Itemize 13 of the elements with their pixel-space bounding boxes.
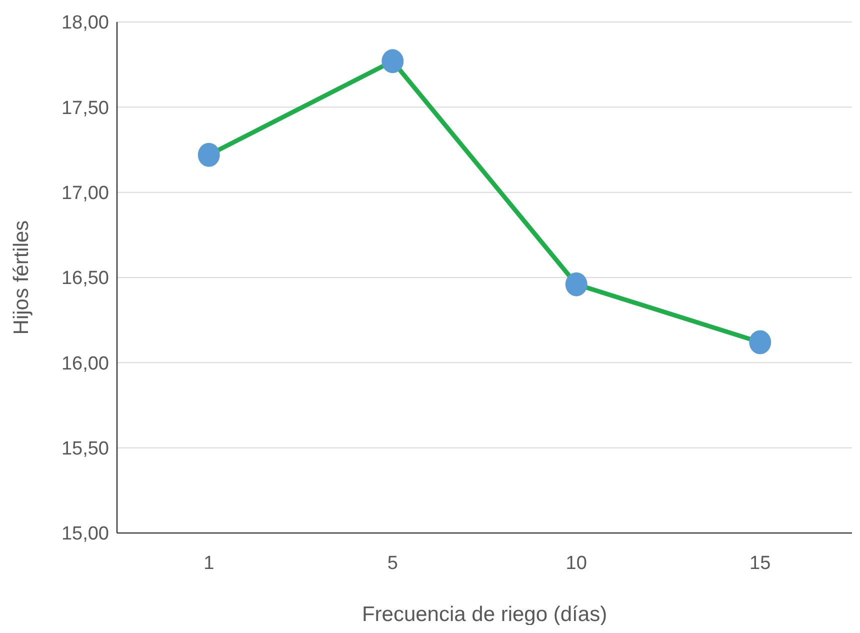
y-tick-label: 15,50 <box>61 438 109 460</box>
y-tick-label: 16,00 <box>61 353 109 374</box>
y-tick-label: 16,50 <box>61 268 109 290</box>
x-tick-label: 10 <box>566 553 587 574</box>
x-tick-label: 5 <box>387 553 398 574</box>
y-tick-label: 18,00 <box>61 12 109 34</box>
x-axis-title: Frecuencia de riego (días) <box>362 603 608 626</box>
y-tick-label: 17,00 <box>61 182 109 204</box>
x-tick-label: 15 <box>750 553 771 574</box>
y-axis-title: Hijos fértiles <box>10 220 33 335</box>
y-tick-label: 15,00 <box>61 524 109 545</box>
x-tick-label: 1 <box>204 553 214 574</box>
y-tick-label: 17,50 <box>61 98 109 119</box>
